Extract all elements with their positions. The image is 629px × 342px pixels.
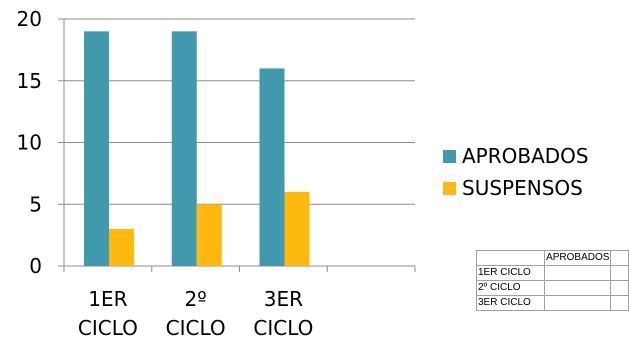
legend-swatch — [443, 182, 456, 195]
table-row-label: 3ER CICLO — [475, 295, 546, 311]
x-category-label: CICLO — [166, 316, 226, 340]
table-cell — [544, 295, 612, 311]
bars — [84, 31, 310, 267]
table-cell — [544, 280, 612, 296]
data-table: APROBADOS 1ER CICLO 2º CICLO 3ER CICLO — [475, 250, 629, 311]
table-row: 1ER CICLO — [475, 265, 629, 281]
legend-label: SUSPENSOS — [462, 176, 583, 200]
table-row: 2º CICLO — [475, 280, 629, 296]
legend-label: APROBADOS — [462, 144, 589, 168]
table-header-row: APROBADOS — [475, 250, 629, 266]
x-category-label: 3ER — [264, 287, 303, 311]
bar-suspensos — [196, 204, 222, 266]
y-tick-label: 10 — [17, 131, 42, 155]
table-header-cell — [610, 250, 629, 266]
x-category-label: 2º — [185, 287, 207, 311]
y-tick-label: 20 — [17, 7, 42, 31]
table-row-label: 2º CICLO — [475, 280, 546, 296]
bar-suspensos — [109, 228, 134, 266]
table-header-cell: APROBADOS — [544, 250, 612, 266]
bar-aprobados — [171, 31, 197, 266]
x-category-label: CICLO — [253, 316, 313, 340]
legend-swatch — [443, 150, 456, 163]
bar-aprobados — [259, 68, 285, 267]
y-tick-label: 0 — [29, 254, 42, 278]
table-cell — [610, 265, 629, 281]
gridlines — [64, 18, 415, 205]
table-header-cell — [475, 250, 546, 266]
x-category-label: 1ER — [88, 287, 127, 311]
legend: APROBADOS SUSPENSOS — [443, 144, 589, 200]
table-cell — [610, 280, 629, 296]
y-tick-label: 15 — [17, 69, 42, 93]
table-row: 3ER CICLO — [475, 295, 629, 311]
bar-suspensos — [284, 191, 310, 266]
y-tick-label: 5 — [29, 192, 42, 216]
y-tick-labels: 0 5 10 15 20 — [17, 7, 42, 278]
x-category-labels: 1ER CICLO 2º CICLO 3ER CICLO — [78, 287, 314, 340]
table-cell — [544, 265, 612, 281]
table-cell — [610, 295, 629, 311]
x-category-label: CICLO — [78, 316, 138, 340]
bar-aprobados — [84, 31, 109, 266]
table-row-label: 1ER CICLO — [475, 265, 546, 281]
